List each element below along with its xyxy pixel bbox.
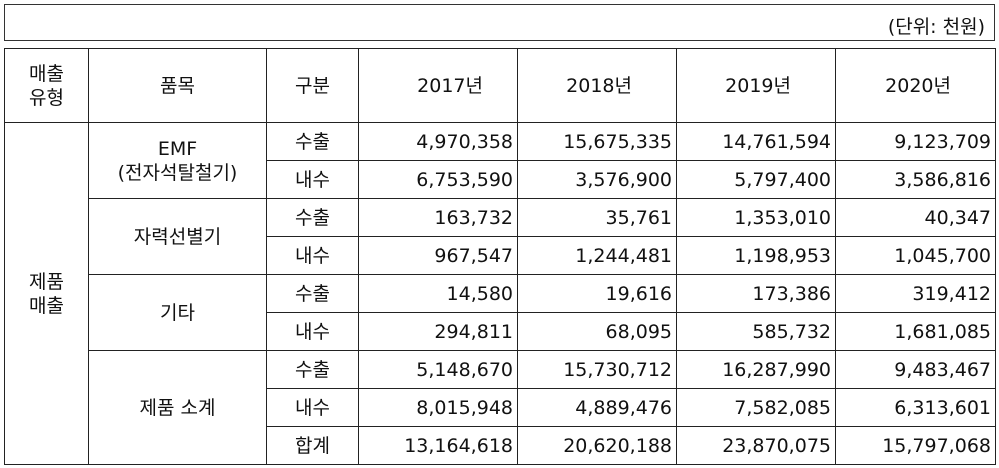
division-cell: 내수 <box>266 160 359 199</box>
item-emf-line2: (전자석탈철기) <box>117 161 238 184</box>
division-cell: 내수 <box>266 388 359 427</box>
division-cell: 수출 <box>266 198 359 237</box>
value-cell: 3,586,816 <box>835 160 996 199</box>
value-cell: 6,313,601 <box>835 388 996 427</box>
table-row: 제품 매출 EMF (전자석탈철기) 수출 4,970,358 15,675,3… <box>4 122 996 465</box>
table-row: 자력선별기 수출 163,732 35,761 1,353,010 40,347 <box>5 198 996 275</box>
header-sales-type-line2: 유형 <box>29 86 64 109</box>
value-cell: 3,576,900 <box>517 160 677 199</box>
value-cell: 14,580 <box>358 274 518 313</box>
value-cell: 15,730,712 <box>517 350 677 389</box>
table-row: 기타 수출 14,580 19,616 173,386 319,412 <box>5 274 996 351</box>
division-cell: 수출 <box>266 122 359 161</box>
item-emf-line1: EMF <box>157 137 198 160</box>
value-cell: 1,681,085 <box>835 312 996 351</box>
value-cell: 6,753,590 <box>358 160 518 199</box>
sales-table: 매출 유형 품목 구분 2017년 2018년 2019년 2020년 제품 매… <box>4 48 996 465</box>
category-line1: 제품 <box>29 270 64 293</box>
division-cell: 내수 <box>266 236 359 275</box>
value-cell: 9,483,467 <box>835 350 996 389</box>
value-cell: 967,547 <box>358 236 518 275</box>
value-cell: 1,353,010 <box>676 198 836 237</box>
table-row: 내수 8,015,948 4,889,476 7,582,085 6,313,6… <box>5 388 996 427</box>
value-cell: 5,148,670 <box>358 350 518 389</box>
table-row: 내수 6,753,590 3,576,900 5,797,400 3,586,8… <box>5 160 996 199</box>
header-year-2020: 2020년 <box>835 48 996 123</box>
item-magnetic-separator: 자력선별기 <box>88 198 267 275</box>
value-cell: 13,164,618 <box>358 426 518 465</box>
value-cell: 14,761,594 <box>676 122 836 161</box>
value-cell: 35,761 <box>517 198 677 237</box>
item-other: 기타 <box>88 274 267 351</box>
value-cell: 1,244,481 <box>517 236 677 275</box>
value-cell: 1,198,953 <box>676 236 836 275</box>
division-cell: 수출 <box>266 350 359 389</box>
table-row: 내수 294,811 68,095 585,732 1,681,085 <box>5 312 996 351</box>
value-cell: 68,095 <box>517 312 677 351</box>
value-cell: 163,732 <box>358 198 518 237</box>
table-row: 제품 소계 수출 5,148,670 15,730,712 16,287,990… <box>5 350 996 465</box>
header-year-2017: 2017년 <box>358 48 518 123</box>
table-row: 내수 967,547 1,244,481 1,198,953 1,045,700 <box>5 236 996 275</box>
value-cell: 4,889,476 <box>517 388 677 427</box>
value-cell: 40,347 <box>835 198 996 237</box>
value-cell: 16,287,990 <box>676 350 836 389</box>
value-cell: 4,970,358 <box>358 122 518 161</box>
unit-label: (단위: 천원) <box>887 16 985 38</box>
table-row: 합계 13,164,618 20,620,188 23,870,075 15,7… <box>5 426 996 465</box>
value-cell: 23,870,075 <box>676 426 836 465</box>
unit-box: (단위: 천원) <box>4 4 995 41</box>
category-line2: 매출 <box>29 294 64 317</box>
header-year-2019: 2019년 <box>676 48 836 123</box>
value-cell: 7,582,085 <box>676 388 836 427</box>
value-cell: 585,732 <box>676 312 836 351</box>
division-cell: 내수 <box>266 312 359 351</box>
header-sales-type: 매출 유형 <box>4 48 89 123</box>
header-division: 구분 <box>266 48 359 123</box>
header-sales-type-line1: 매출 <box>29 62 64 85</box>
header-year-2018: 2018년 <box>517 48 677 123</box>
value-cell: 8,015,948 <box>358 388 518 427</box>
value-cell: 20,620,188 <box>517 426 677 465</box>
value-cell: 15,797,068 <box>835 426 996 465</box>
value-cell: 15,675,335 <box>517 122 677 161</box>
value-cell: 19,616 <box>517 274 677 313</box>
division-cell: 수출 <box>266 274 359 313</box>
value-cell: 173,386 <box>676 274 836 313</box>
item-product-subtotal: 제품 소계 <box>88 350 267 465</box>
value-cell: 1,045,700 <box>835 236 996 275</box>
value-cell: 319,412 <box>835 274 996 313</box>
item-emf: EMF (전자석탈철기) <box>88 122 267 199</box>
header-item: 품목 <box>88 48 267 123</box>
category-cell: 제품 매출 <box>4 122 89 465</box>
header-row: 매출 유형 품목 구분 2017년 2018년 2019년 2020년 <box>4 48 996 123</box>
division-cell: 합계 <box>266 426 359 465</box>
value-cell: 294,811 <box>358 312 518 351</box>
value-cell: 5,797,400 <box>676 160 836 199</box>
value-cell: 9,123,709 <box>835 122 996 161</box>
